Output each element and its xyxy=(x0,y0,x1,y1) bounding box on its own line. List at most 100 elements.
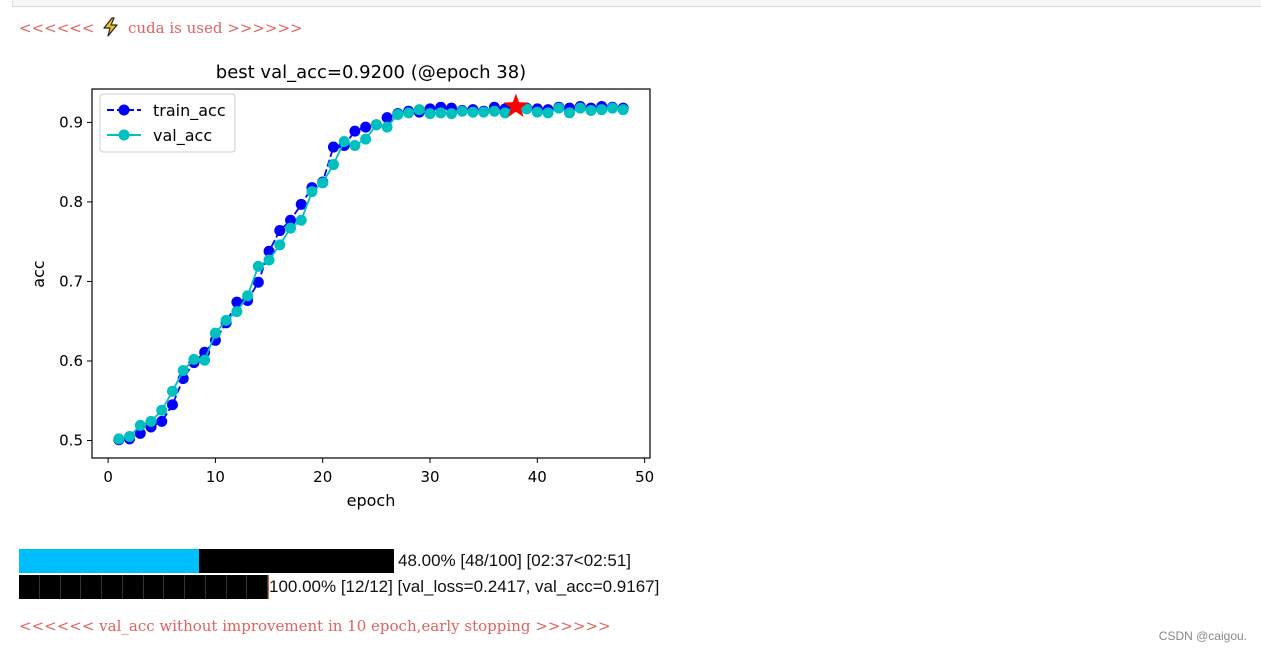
previous-cell-border xyxy=(12,0,1261,7)
point-val_acc xyxy=(199,354,211,366)
point-train_acc xyxy=(327,141,339,153)
point-val_acc xyxy=(327,159,339,171)
batch-progress: 100.00% [12/12] [val_loss=0.2417, val_ac… xyxy=(19,575,659,599)
point-val_acc xyxy=(338,135,350,147)
epoch-progress-track xyxy=(19,549,394,573)
epoch-progress: 48.00% [48/100] [02:37<02:51] xyxy=(19,549,631,573)
early-stop-log-line: <<<<<< val_acc without improvement in 10… xyxy=(19,617,611,635)
batch-progress-segment xyxy=(226,575,248,599)
point-val_acc xyxy=(317,177,329,189)
point-val_acc xyxy=(606,102,618,114)
point-val_acc xyxy=(145,415,157,427)
plot-frame xyxy=(91,88,651,459)
point-val_acc xyxy=(209,327,221,339)
point-val_acc xyxy=(445,108,457,120)
point-val_acc xyxy=(360,133,372,145)
point-train_acc xyxy=(274,225,286,237)
x-tick-label: 0 xyxy=(103,468,113,486)
batch-progress-segment xyxy=(19,575,40,599)
point-train_acc xyxy=(134,427,146,439)
log-text: cuda is used >>>>>> xyxy=(123,19,303,37)
point-train_acc xyxy=(166,399,178,411)
y-tick-label: 0.7 xyxy=(59,272,83,290)
point-val_acc xyxy=(306,186,318,198)
x-axis-label: epoch xyxy=(347,491,396,510)
point-val_acc xyxy=(413,104,425,116)
point-val_acc xyxy=(274,239,286,251)
point-val_acc xyxy=(424,108,436,120)
x-tick-label: 20 xyxy=(313,468,332,486)
batch-progress-segment xyxy=(185,575,206,599)
legend-train-label: train_acc xyxy=(153,101,226,121)
log-prefix: <<<<<< xyxy=(19,19,100,37)
point-val_acc xyxy=(456,105,468,117)
point-val_acc xyxy=(488,105,500,117)
y-tick-label: 0.8 xyxy=(59,193,83,211)
point-val_acc xyxy=(349,139,361,151)
cuda-log-line: <<<<<< cuda is used >>>>>> xyxy=(19,17,303,41)
point-train_acc xyxy=(263,245,275,257)
legend-val-label: val_acc xyxy=(153,126,212,146)
legend-box xyxy=(99,93,236,153)
point-val_acc xyxy=(188,353,200,365)
point-val_acc xyxy=(542,107,554,119)
point-val_acc xyxy=(295,214,307,226)
point-train_acc xyxy=(231,296,243,308)
point-val_acc xyxy=(499,107,511,119)
point-val_acc xyxy=(596,104,608,116)
point-val_acc xyxy=(113,433,125,445)
batch-progress-segment xyxy=(205,575,227,599)
point-val_acc xyxy=(574,102,586,114)
batch-progress-segment xyxy=(122,575,144,599)
point-val_acc xyxy=(242,290,254,302)
legend-train-marker xyxy=(118,104,130,116)
x-tick-label: 40 xyxy=(528,468,547,486)
point-val_acc xyxy=(156,404,168,416)
point-val_acc xyxy=(124,431,136,443)
y-axis-label: acc xyxy=(29,260,48,287)
point-val_acc xyxy=(435,107,447,119)
x-tick-label: 50 xyxy=(635,468,654,486)
batch-progress-segment xyxy=(39,575,61,599)
point-val_acc xyxy=(231,306,243,318)
point-val_acc xyxy=(220,314,232,326)
point-val_acc xyxy=(177,365,189,377)
x-tick-label: 30 xyxy=(420,468,439,486)
point-train_acc xyxy=(285,214,297,226)
batch-progress-segment xyxy=(60,575,82,599)
lightning-bolt-icon xyxy=(101,17,121,41)
batch-progress-segment xyxy=(164,575,185,599)
point-val_acc xyxy=(370,119,382,131)
point-val_acc xyxy=(564,107,576,119)
y-tick-label: 0.5 xyxy=(59,432,83,450)
point-val_acc xyxy=(617,104,629,116)
point-val_acc xyxy=(478,106,490,118)
chart-title: best val_acc=0.9200 (@epoch 38) xyxy=(216,62,526,83)
batch-progress-segment xyxy=(247,575,268,599)
point-val_acc xyxy=(252,260,264,272)
point-val_acc xyxy=(553,102,565,114)
point-val_acc xyxy=(585,104,597,116)
legend-val-marker xyxy=(118,129,130,141)
plot-area xyxy=(113,93,629,446)
watermark: CSDN @caigou. xyxy=(1158,629,1247,643)
point-val_acc xyxy=(381,121,393,133)
epoch-progress-fill xyxy=(19,549,199,573)
batch-progress-segment xyxy=(81,575,102,599)
point-train_acc xyxy=(252,276,264,288)
point-train_acc xyxy=(360,121,372,133)
point-train_acc xyxy=(349,125,361,137)
series-line-val_acc xyxy=(118,105,624,440)
point-val_acc xyxy=(134,419,146,431)
best-epoch-star xyxy=(503,93,529,117)
accuracy-chart: best val_acc=0.9200 (@epoch 38) 0 10 20 30 4… xyxy=(29,62,654,510)
series-line-train_acc xyxy=(118,105,624,441)
batch-progress-segment xyxy=(102,575,123,599)
legend: train_acc val_acc xyxy=(99,93,236,153)
point-train_acc xyxy=(295,198,307,210)
x-axis: 0 10 20 30 40 50 xyxy=(103,458,654,486)
point-val_acc xyxy=(263,254,275,266)
point-train_acc xyxy=(156,415,168,427)
point-val_acc xyxy=(166,385,178,397)
point-val_acc xyxy=(521,103,533,115)
